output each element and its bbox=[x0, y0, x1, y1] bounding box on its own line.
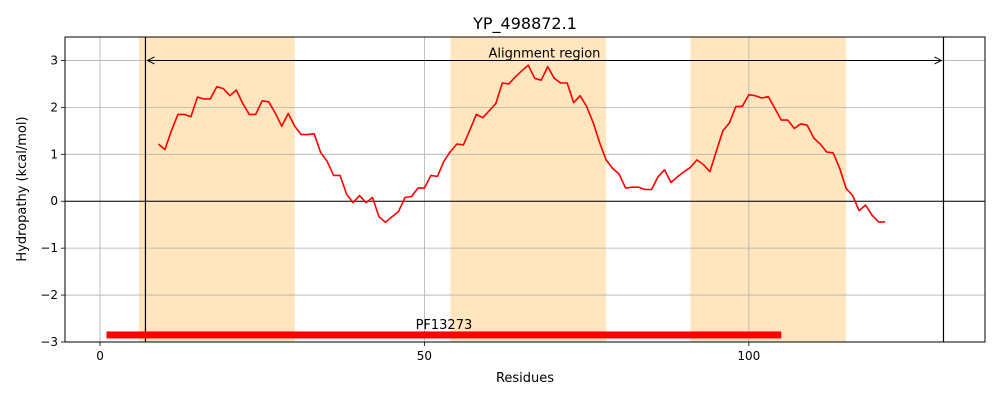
y-tick-label: 1 bbox=[50, 147, 58, 161]
x-tick-label: 0 bbox=[96, 349, 104, 363]
shaded-region-1 bbox=[138, 37, 295, 342]
x-axis-label: Residues bbox=[496, 371, 554, 386]
alignment-region-label: Alignment region bbox=[489, 46, 601, 61]
alignment-arrow-left-head bbox=[146, 56, 155, 65]
shaded-region-3 bbox=[690, 37, 847, 342]
y-tick-label: 2 bbox=[50, 100, 58, 114]
alignment-arrow-right-head bbox=[934, 56, 943, 65]
y-tick-label: −3 bbox=[40, 335, 58, 349]
shaded-region-2 bbox=[450, 37, 607, 342]
hydropathy-series-line bbox=[157, 64, 886, 224]
y-axis-label: Hydropathy (kcal/mol) bbox=[15, 116, 30, 261]
y-tick-label: 3 bbox=[50, 53, 58, 67]
y-tick-label: 0 bbox=[50, 194, 58, 208]
plot-frame bbox=[64, 36, 986, 343]
y-axis-ticks: −3 −2 −1 0 1 2 3 bbox=[40, 53, 65, 349]
domain-bar-group: PF13273 bbox=[106, 318, 782, 339]
alignment-region: Alignment region bbox=[144, 37, 945, 342]
y-tick-label: −1 bbox=[40, 241, 58, 255]
chart-title: YP_498872.1 bbox=[472, 14, 577, 34]
domain-bar-label: PF13273 bbox=[416, 318, 473, 333]
y-tick-label: −2 bbox=[40, 288, 58, 302]
x-axis-ticks: 0 50 100 bbox=[96, 342, 760, 363]
shaded-regions bbox=[138, 37, 847, 342]
x-tick-label: 50 bbox=[417, 349, 432, 363]
domain-bar bbox=[106, 331, 782, 339]
x-tick-label: 100 bbox=[737, 349, 760, 363]
